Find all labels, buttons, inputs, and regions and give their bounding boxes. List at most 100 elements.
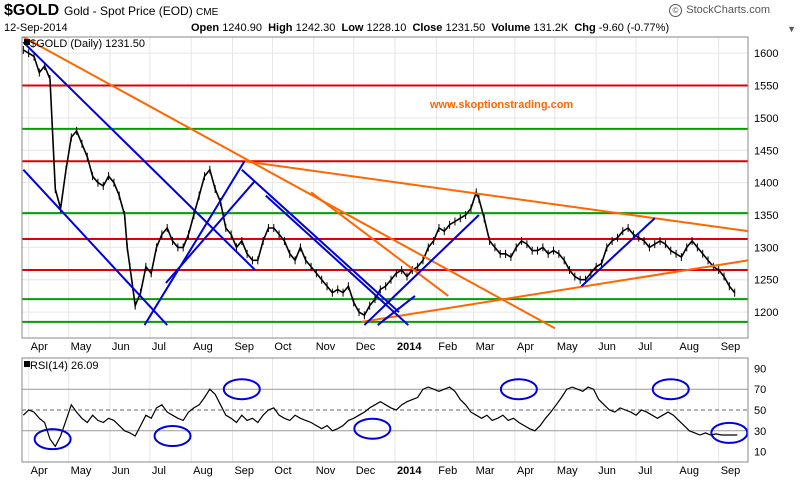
trend-line [363,214,480,326]
price-x-tick-label: Mar [476,341,495,353]
brand-link[interactable]: StockCharts.com [686,4,770,16]
rsi-x-tick-label: Apr [31,465,48,477]
rsi-x-tick-label: May [557,465,578,477]
rsi-x-tick-label: Jul [638,465,652,477]
chart-header: $GOLD Gold - Spot Price (EOD) CME © Stoc… [0,0,800,36]
rsi-highlight-circle [651,378,690,401]
chg-label: Chg [574,22,596,34]
open-value: 1240.90 [222,22,262,34]
price-x-tick-label: Oct [274,341,291,353]
rsi-x-tick-label: Mar [476,465,495,477]
description-text: Gold - Spot Price (EOD) [64,4,193,18]
low-label: Low [341,22,364,34]
price-x-tick-label: Apr [31,341,48,353]
price-y-tick-label: 1300 [754,242,778,254]
rsi-x-tick-label: Sep [721,465,741,477]
price-x-tick-label: Apr [517,341,534,353]
price-y-tick-label: 1450 [754,145,778,157]
rsi-highlight-circle [222,378,261,401]
trend-line [361,259,748,323]
triangle-down-icon[interactable]: ▼ [787,24,796,34]
trend-line [143,160,246,326]
trend-line [22,37,556,330]
low-value: 1228.10 [366,22,407,34]
price-x-tick-label: Nov [316,341,336,353]
rsi-x-tick-label: Sep [234,465,254,477]
price-x-tick-label: May [557,341,578,353]
rsi-highlight-circle [710,421,749,444]
chg-value: -9.60 (-0.77%) [598,22,670,34]
price-x-tick-label: Jul [152,341,166,353]
price-y-tick-label: 1550 [754,81,778,93]
trend-line [310,191,449,297]
rsi-series-line [22,386,738,448]
price-x-tick-label: Sep [234,341,254,353]
price-y-tick-label: 1500 [754,113,778,125]
trend-line [265,194,409,326]
rsi-x-tick-label: Aug [193,465,213,477]
exchange-label: CME [196,7,219,18]
price-x-tick-label: Feb [438,341,457,353]
rsi-legend: RSI(14) 26.09 [30,360,98,372]
rsi-x-tick-label: Apr [517,465,534,477]
rsi-x-tick-label: Jul [152,465,166,477]
price-x-tick-label: Jun [112,341,130,353]
quote-date: 12-Sep-2014 [4,22,68,34]
price-x-tick-label: Jun [598,341,616,353]
price-panel-frame [21,36,749,339]
price-x-tick-label: Jul [638,341,652,353]
quote-summary: Open 1240.90 High 1242.30 Low 1228.10 Cl… [191,22,669,34]
rsi-y-tick-label: 30 [754,426,766,438]
price-x-tick-label: Aug [679,341,699,353]
volume-value: 131.2K [533,22,569,34]
price-x-tick-label: 2014 [397,341,422,353]
rsi-highlight-circle [353,417,392,440]
trend-line [244,160,748,233]
trend-line [241,168,400,313]
price-y-tick-label: 1400 [754,178,778,190]
price-y-tick-label: 1250 [754,275,778,287]
rsi-legend-swatch [24,361,30,367]
price-legend-swatch [24,39,30,45]
high-label: High [268,22,293,34]
rsi-x-tick-label: Nov [316,465,336,477]
price-y-tick-label: 1350 [754,210,778,222]
close-value: 1231.50 [445,22,486,34]
rsi-highlight-circle [153,425,192,447]
trend-line [580,217,656,287]
watermark-text: www.skoptionstrading.com [429,99,573,111]
price-legend: $GOLD (Daily) 1231.50 [30,38,145,50]
price-y-tick-label: 1600 [754,48,778,60]
rsi-x-tick-label: Jun [112,465,130,477]
price-x-tick-label: Dec [356,341,376,353]
rsi-highlight-circle [499,378,538,401]
trend-line [22,169,168,326]
high-value: 1242.30 [295,22,336,34]
rsi-x-tick-label: Oct [274,465,291,477]
rsi-x-tick-label: Feb [438,465,457,477]
trend-line [377,295,416,326]
price-x-tick-label: May [71,341,92,353]
price-x-tick-label: Aug [193,341,213,353]
rsi-highlight-circle [33,428,72,451]
rsi-x-tick-label: Aug [679,465,699,477]
ticker-symbol: $GOLD [4,2,60,19]
rsi-x-tick-label: Jun [598,465,616,477]
price-x-tick-label: Sep [721,341,741,353]
rsi-y-tick-label: 50 [754,405,766,417]
rsi-panel-frame [21,357,749,463]
rsi-x-tick-label: May [71,465,92,477]
rsi-y-tick-label: 10 [754,447,766,459]
rsi-x-tick-label: 2014 [397,465,422,477]
rsi-x-tick-label: Dec [356,465,376,477]
volume-label: Volume [491,22,531,34]
trend-line [165,180,256,284]
rsi-y-tick-label: 90 [754,363,766,375]
copyright-icon: © [669,4,682,17]
instrument-description: Gold - Spot Price (EOD) CME [64,4,218,18]
rsi-y-tick-label: 70 [754,384,766,396]
close-label: Close [412,22,443,34]
price-y-tick-label: 1200 [754,307,778,319]
open-label: Open [191,22,220,34]
